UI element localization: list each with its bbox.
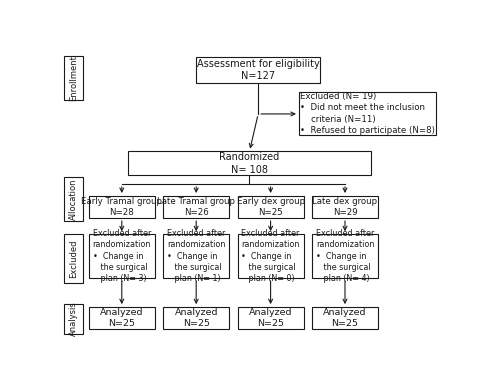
FancyBboxPatch shape xyxy=(163,196,229,218)
Text: Analyzed
N=25: Analyzed N=25 xyxy=(100,308,144,328)
FancyBboxPatch shape xyxy=(312,196,378,218)
FancyBboxPatch shape xyxy=(64,234,83,283)
Text: Analysis: Analysis xyxy=(69,301,78,336)
Text: Early Tramal group
N=28: Early Tramal group N=28 xyxy=(82,197,162,217)
Text: Analyzed
N=25: Analyzed N=25 xyxy=(323,308,366,328)
Text: Excluded after
randomization
•  Change in
   the surgical
   plan (N= 3): Excluded after randomization • Change in… xyxy=(92,229,151,283)
Text: Analyzed
N=25: Analyzed N=25 xyxy=(249,308,292,328)
Text: Enrollment: Enrollment xyxy=(69,55,78,100)
Text: Allocation: Allocation xyxy=(69,178,78,220)
FancyBboxPatch shape xyxy=(89,234,154,278)
Text: Late dex group
N=29: Late dex group N=29 xyxy=(312,197,378,217)
FancyBboxPatch shape xyxy=(163,307,229,329)
Text: Late Tramal group
N=26: Late Tramal group N=26 xyxy=(157,197,235,217)
FancyBboxPatch shape xyxy=(64,304,83,334)
Text: Early dex group
N=25: Early dex group N=25 xyxy=(236,197,304,217)
Text: Excluded: Excluded xyxy=(69,239,78,278)
Text: Excluded after
randomization
•  Change in
   the surgical
   plan (N= 1): Excluded after randomization • Change in… xyxy=(167,229,226,283)
Text: Excluded after
randomization
•  Change in
   the surgical
   plan (N= 4): Excluded after randomization • Change in… xyxy=(316,229,374,283)
FancyBboxPatch shape xyxy=(312,307,378,329)
FancyBboxPatch shape xyxy=(196,57,320,83)
FancyBboxPatch shape xyxy=(128,151,370,175)
FancyBboxPatch shape xyxy=(163,234,229,278)
Text: Assessment for eligibility
N=127: Assessment for eligibility N=127 xyxy=(197,59,320,81)
FancyBboxPatch shape xyxy=(238,196,304,218)
Text: Excluded after
randomization
•  Change in
   the surgical
   plan (N= 0): Excluded after randomization • Change in… xyxy=(242,229,300,283)
FancyBboxPatch shape xyxy=(312,234,378,278)
FancyBboxPatch shape xyxy=(238,234,304,278)
FancyBboxPatch shape xyxy=(89,307,154,329)
FancyBboxPatch shape xyxy=(238,307,304,329)
FancyBboxPatch shape xyxy=(64,56,83,100)
Text: Excluded (N= 19)
•  Did not meet the inclusion
    criteria (N=11)
•  Refused to: Excluded (N= 19) • Did not meet the incl… xyxy=(300,92,435,135)
Text: Analyzed
N=25: Analyzed N=25 xyxy=(174,308,218,328)
Text: Randomized
N= 108: Randomized N= 108 xyxy=(220,152,280,175)
FancyBboxPatch shape xyxy=(299,92,436,135)
FancyBboxPatch shape xyxy=(64,177,83,221)
FancyBboxPatch shape xyxy=(89,196,154,218)
